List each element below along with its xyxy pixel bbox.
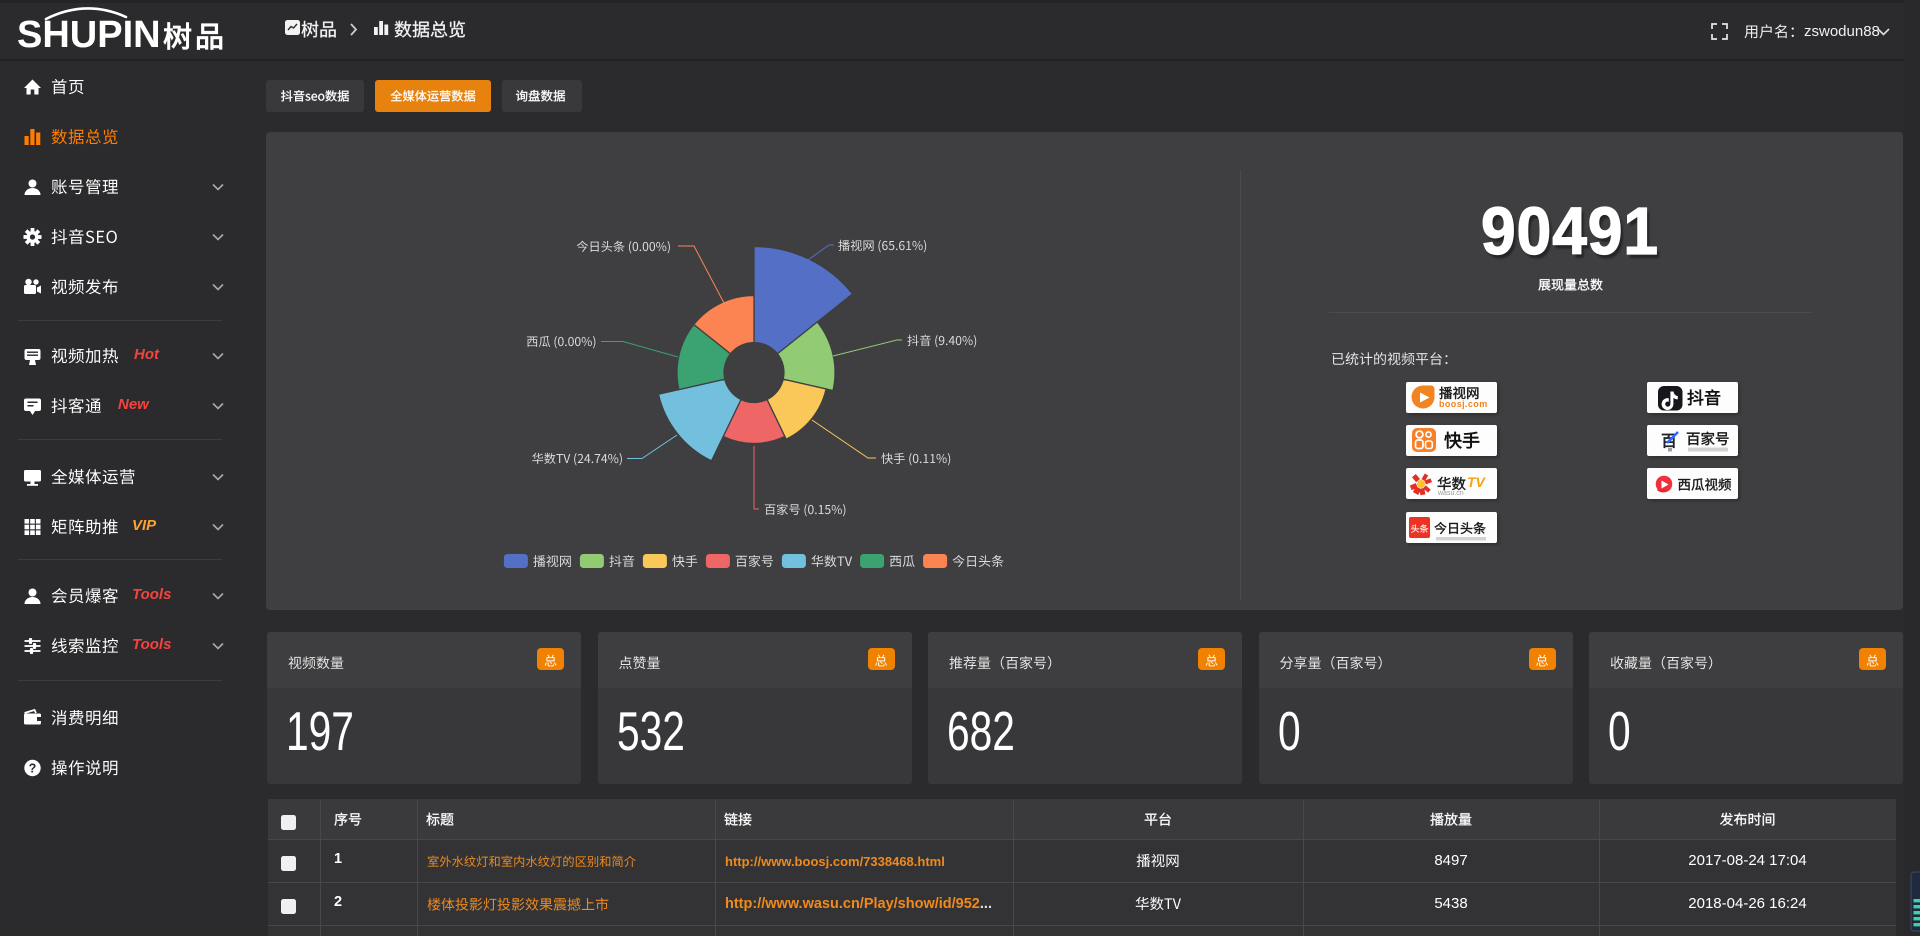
svg-text:?: ? <box>29 761 37 775</box>
